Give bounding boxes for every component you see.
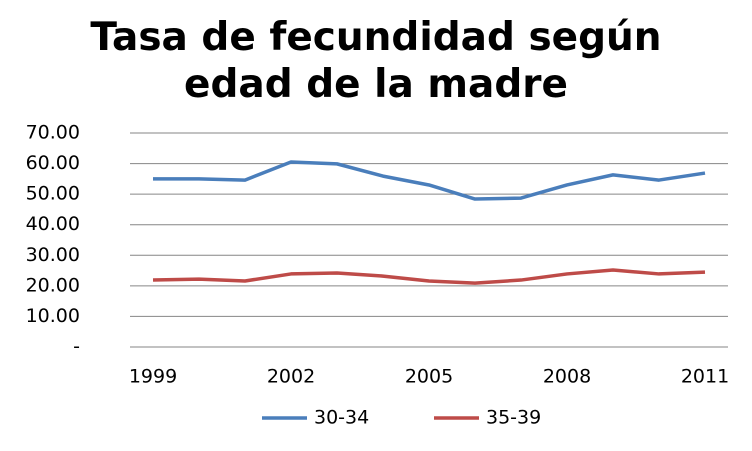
x-tick-label: 2008 (543, 366, 591, 388)
y-tick-label: 40.00 (26, 213, 80, 235)
y-tick-label: 50.00 (26, 183, 80, 205)
y-tick-label: 30.00 (26, 244, 80, 266)
y-tick-label: 60.00 (26, 152, 80, 174)
y-tick-label: 10.00 (26, 305, 80, 327)
y-tick-label: 70.00 (26, 122, 80, 144)
x-tick-label: 2005 (405, 366, 453, 388)
series-line (152, 268, 706, 285)
series-line (153, 160, 706, 201)
legend-label: 30-34 (314, 407, 369, 429)
x-tick-label: 2002 (267, 366, 315, 388)
y-tick-label: 20.00 (26, 274, 80, 296)
x-tick-label: 1999 (129, 366, 177, 388)
legend-label: 35-39 (486, 407, 541, 429)
chart-title: Tasa de fecundidad según edad de la madr… (90, 15, 662, 107)
x-tick-label: 2011 (681, 366, 729, 388)
y-tick-label: - (73, 336, 80, 358)
